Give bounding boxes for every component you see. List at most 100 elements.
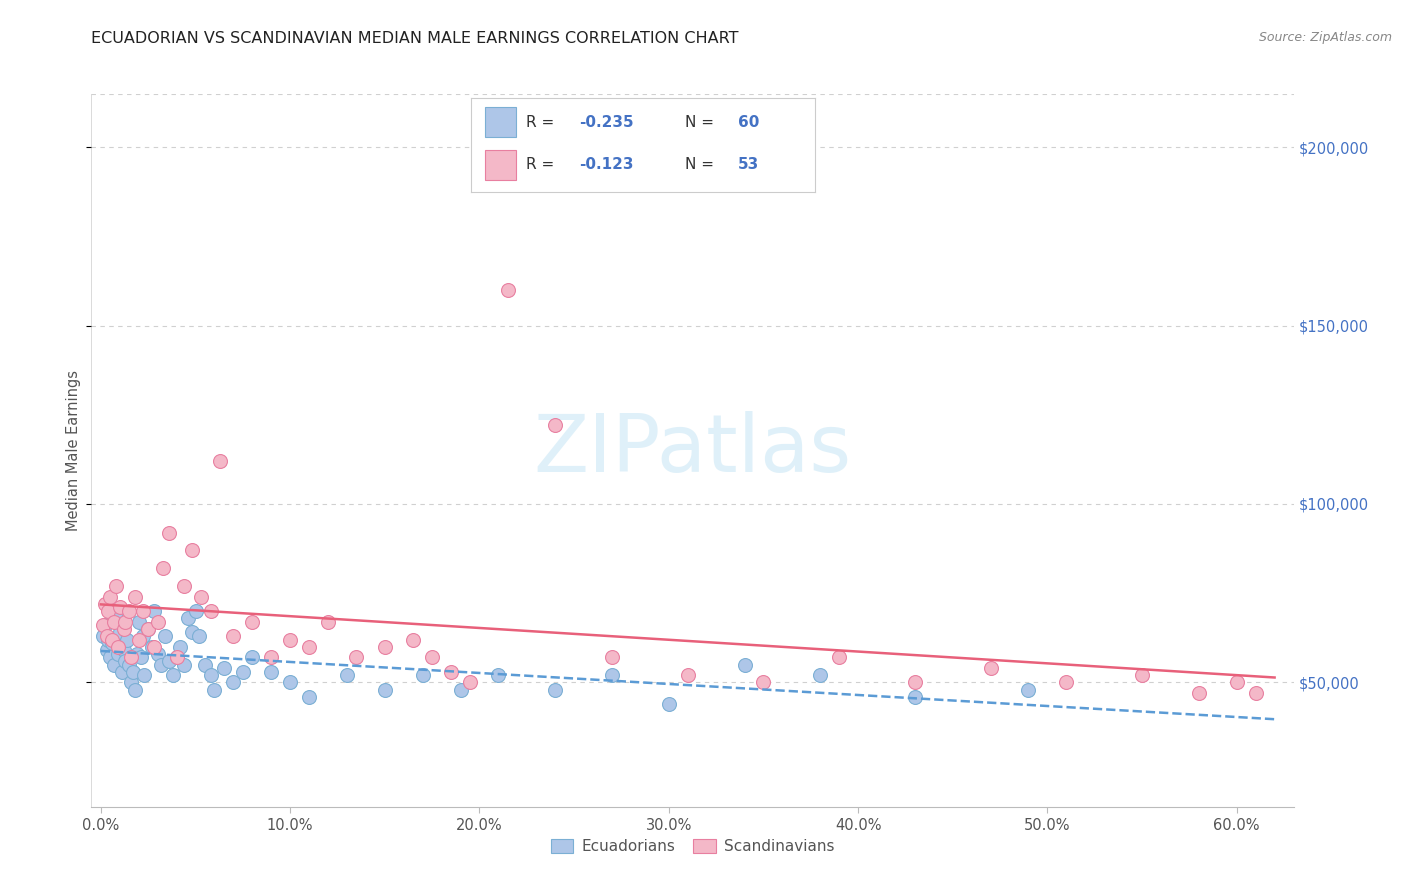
Point — [157, 525, 180, 540]
Point — [658, 697, 681, 711]
Point — [93, 618, 115, 632]
Point — [118, 604, 141, 618]
Point — [298, 640, 321, 654]
Point — [200, 604, 222, 618]
Point — [136, 622, 159, 636]
Point — [150, 657, 173, 672]
Point — [166, 650, 188, 665]
Point — [152, 561, 174, 575]
Point — [1226, 675, 1249, 690]
Point — [600, 668, 623, 682]
Point — [96, 643, 118, 657]
Point — [194, 657, 217, 672]
Y-axis label: Median Male Earnings: Median Male Earnings — [66, 370, 80, 531]
Legend: Ecuadorians, Scandinavians: Ecuadorians, Scandinavians — [544, 833, 841, 860]
Point — [600, 650, 623, 665]
Point — [402, 632, 425, 647]
Point — [101, 632, 124, 647]
Point — [212, 661, 235, 675]
Bar — [485, 150, 516, 179]
Point — [114, 654, 136, 668]
Point — [1130, 668, 1153, 682]
Text: ZIPatlas: ZIPatlas — [533, 411, 852, 490]
Point — [1188, 686, 1211, 700]
Point — [91, 629, 114, 643]
Point — [486, 668, 509, 682]
Point — [752, 675, 775, 690]
Text: -0.235: -0.235 — [579, 114, 634, 129]
Point — [1054, 675, 1077, 690]
Point — [118, 657, 141, 672]
Point — [142, 640, 165, 654]
Point — [166, 650, 188, 665]
Point — [131, 604, 153, 618]
Point — [97, 604, 120, 618]
Point — [232, 665, 254, 679]
Text: 53: 53 — [738, 157, 759, 171]
Point — [155, 629, 177, 643]
Point — [97, 632, 120, 647]
Point — [134, 668, 156, 682]
Point — [240, 615, 263, 629]
Point — [124, 590, 146, 604]
Point — [204, 682, 226, 697]
Point — [108, 600, 131, 615]
Point — [98, 650, 121, 665]
Point — [146, 647, 169, 661]
Point — [278, 675, 301, 690]
Point — [1244, 686, 1267, 700]
Point — [107, 647, 129, 661]
Point — [169, 640, 191, 654]
Point — [120, 675, 142, 690]
Point — [200, 668, 222, 682]
Point — [980, 661, 1002, 675]
Point — [222, 629, 245, 643]
Point — [180, 543, 202, 558]
Point — [412, 668, 434, 682]
Text: Source: ZipAtlas.com: Source: ZipAtlas.com — [1258, 31, 1392, 45]
Point — [298, 690, 321, 704]
Text: R =: R = — [526, 114, 560, 129]
Point — [105, 579, 128, 593]
Point — [544, 418, 567, 433]
Point — [458, 675, 481, 690]
Point — [128, 632, 150, 647]
Point — [101, 636, 124, 650]
Point — [808, 668, 831, 682]
Point — [108, 625, 131, 640]
Point — [122, 665, 145, 679]
Point — [105, 611, 128, 625]
Point — [98, 590, 121, 604]
Point — [146, 615, 169, 629]
Text: ECUADORIAN VS SCANDINAVIAN MEDIAN MALE EARNINGS CORRELATION CHART: ECUADORIAN VS SCANDINAVIAN MEDIAN MALE E… — [91, 31, 740, 46]
Point — [450, 682, 472, 697]
Point — [128, 615, 150, 629]
Point — [142, 604, 165, 618]
Point — [114, 615, 136, 629]
Point — [125, 647, 148, 661]
Point — [136, 622, 159, 636]
Point — [173, 579, 195, 593]
Text: N =: N = — [685, 157, 718, 171]
Point — [904, 690, 927, 704]
Point — [184, 604, 207, 618]
Point — [112, 643, 135, 657]
Point — [129, 650, 152, 665]
Point — [131, 629, 153, 643]
Point — [177, 611, 200, 625]
Point — [93, 597, 115, 611]
Text: N =: N = — [685, 114, 718, 129]
Point — [828, 650, 851, 665]
Point — [162, 668, 184, 682]
Point — [734, 657, 756, 672]
Point — [103, 657, 125, 672]
Point — [96, 629, 118, 643]
Point — [91, 618, 114, 632]
Point — [124, 682, 146, 697]
Point — [209, 454, 232, 468]
Point — [316, 615, 339, 629]
Point — [260, 665, 283, 679]
Point — [374, 640, 396, 654]
Text: R =: R = — [526, 157, 560, 171]
Point — [420, 650, 443, 665]
